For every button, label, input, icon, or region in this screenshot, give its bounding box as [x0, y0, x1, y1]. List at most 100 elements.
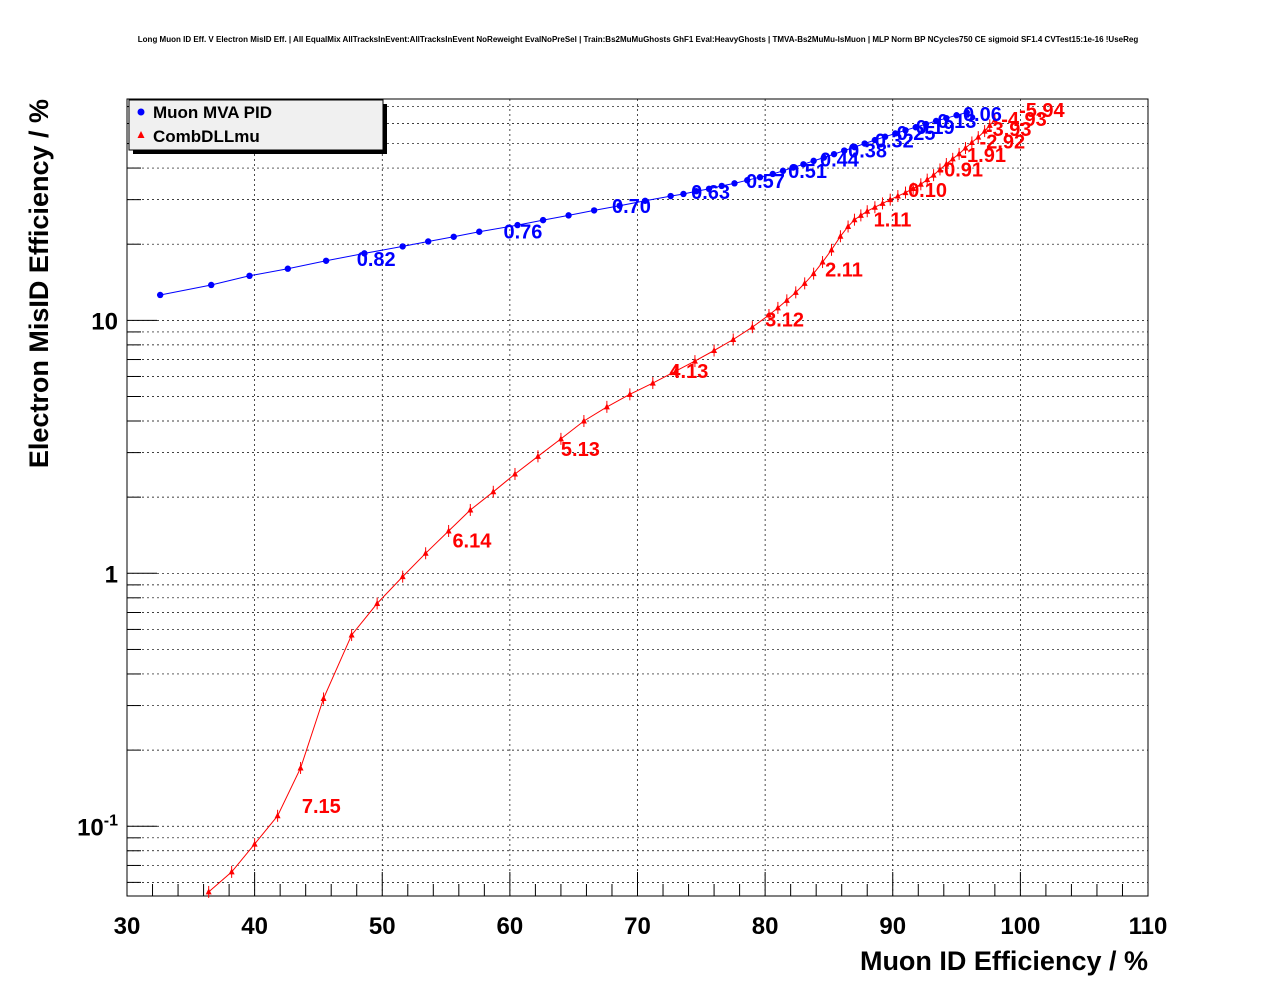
data-point [871, 136, 879, 144]
point-label: -3.93 [986, 119, 1032, 141]
point-label: 7.15 [302, 796, 341, 818]
data-point [902, 127, 909, 134]
data-point [956, 150, 963, 157]
x-tick-label: 80 [752, 913, 779, 940]
axis-ticks [126, 106, 1149, 896]
data-point [930, 171, 937, 178]
legend-marker-triangle [137, 131, 145, 138]
chart-title: Long Muon ID Eff. V Electron MisID Eff. … [138, 35, 1139, 44]
point-label: -5.94 [1019, 100, 1065, 122]
data-point [361, 250, 368, 257]
data-point [779, 167, 787, 175]
data-point [986, 121, 993, 128]
point-label: 0.38 [848, 140, 887, 162]
data-point [819, 258, 826, 265]
data-point [932, 117, 940, 125]
data-point [765, 311, 772, 318]
data-point [792, 288, 799, 295]
data-point [837, 232, 844, 239]
data-point [490, 488, 497, 495]
data-point [667, 192, 674, 200]
data-point [251, 840, 258, 847]
point-label: 0.57 [746, 171, 785, 193]
data-point [871, 203, 878, 210]
data-point [749, 323, 756, 330]
data-point [641, 197, 649, 204]
data-point [616, 202, 623, 209]
data-point [841, 147, 848, 154]
data-point [962, 144, 969, 151]
data-point [910, 185, 917, 192]
data-point [774, 304, 781, 311]
data-point [894, 192, 901, 199]
data-point [705, 185, 713, 193]
data-point [991, 116, 998, 123]
legend-marker-circle [137, 108, 145, 116]
series-line-1 [208, 119, 996, 893]
data-point [801, 279, 808, 286]
y-tick-label: 1 [105, 561, 118, 588]
data-point [800, 161, 807, 168]
data-point [881, 133, 889, 140]
x-tick-label: 60 [497, 913, 524, 940]
data-point [246, 272, 253, 280]
data-point [902, 189, 909, 196]
point-label: 0.25 [897, 123, 936, 145]
data-point [672, 367, 679, 374]
data-point [936, 165, 943, 172]
data-point [769, 170, 776, 178]
data-point [892, 130, 899, 137]
data-point [922, 120, 930, 128]
data-point [297, 764, 304, 771]
data-point [810, 270, 817, 277]
data-point [731, 180, 738, 187]
data-point [691, 357, 698, 364]
legend-box [128, 99, 384, 151]
data-point [912, 124, 919, 131]
data-point [851, 143, 858, 151]
data-point [917, 180, 924, 187]
data-point [399, 573, 406, 580]
point-label: 3.12 [765, 309, 804, 331]
data-point [467, 506, 474, 513]
data-point [783, 296, 790, 303]
point-label: 0.51 [788, 161, 827, 183]
data-point [208, 281, 215, 289]
data-point [963, 109, 970, 116]
data-point [322, 257, 330, 264]
data-point [514, 221, 521, 229]
data-point [730, 336, 737, 343]
data-point [924, 176, 931, 183]
data-point [718, 182, 725, 190]
point-label: 1.11 [874, 210, 912, 232]
data-point [422, 549, 429, 556]
point-labels: 0.82 0.76 0.70 0.63 0.57 0.510.440.380.320.25… [302, 100, 1066, 818]
data-point [565, 212, 572, 219]
data-point [949, 155, 956, 162]
point-label: -0.91 [937, 159, 983, 181]
legend: Muon MVA PID CombDLLmu [128, 99, 387, 154]
data-point [348, 631, 355, 638]
data-point [205, 888, 212, 895]
point-label: -2.92 [980, 131, 1026, 153]
data-point [943, 160, 950, 167]
data-point [399, 243, 406, 250]
point-label: 0.44 [820, 149, 860, 171]
grid [127, 99, 1148, 896]
y-tick-label: 10-1 [77, 812, 118, 841]
point-label: 0.63 [691, 182, 730, 204]
point-label: 4.13 [669, 361, 708, 383]
x-axis-title: Muon ID Efficiency / % [860, 946, 1148, 976]
legend-label-muon-mva-pid: Muon MVA PID [153, 103, 272, 122]
data-point [603, 403, 610, 410]
data-point [830, 150, 838, 158]
data-point [274, 812, 281, 819]
data-point [981, 127, 988, 134]
data-point [887, 196, 894, 203]
data-point [476, 228, 483, 235]
point-label: 0.06 [963, 104, 1002, 126]
data-point [320, 694, 327, 701]
data-point [680, 190, 687, 198]
data-point [744, 177, 751, 184]
